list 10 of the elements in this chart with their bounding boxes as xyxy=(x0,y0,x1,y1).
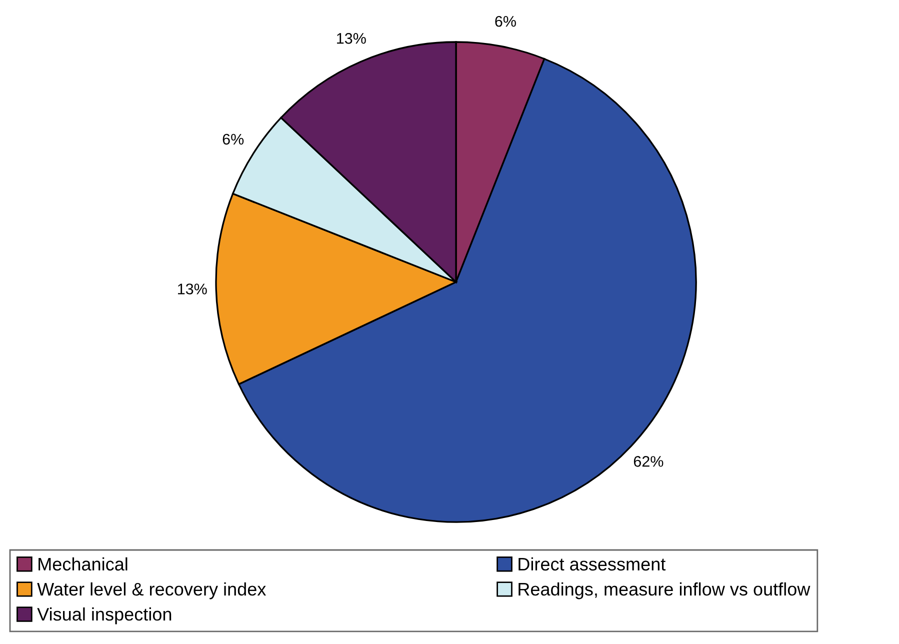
data-label: 6% xyxy=(222,134,244,145)
legend-label: Visual inspection xyxy=(37,607,172,624)
data-label: 13% xyxy=(178,284,207,294)
legend-label: Direct assessment xyxy=(518,557,666,571)
legend-label: Readings, measure inflow vs outflow xyxy=(518,582,810,600)
data-label: 62% xyxy=(634,456,664,467)
legend-label: Water level & recovery index xyxy=(37,582,266,600)
data-label: 13% xyxy=(337,32,366,44)
legend-label: Mechanical xyxy=(38,557,128,571)
data-label: 6% xyxy=(495,16,516,27)
